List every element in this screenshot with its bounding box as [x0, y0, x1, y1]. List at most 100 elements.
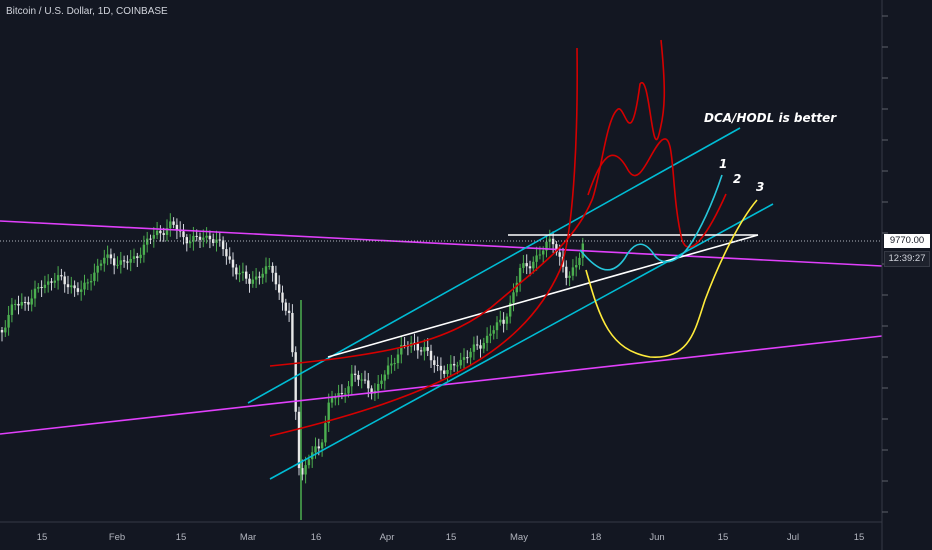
- x-tick-label: 15: [446, 532, 457, 543]
- chart-title: Bitcoin / U.S. Dollar, 1D, COINBASE: [6, 6, 168, 17]
- candle-body: [429, 350, 433, 361]
- candle-body: [132, 256, 136, 259]
- candle-body: [93, 272, 96, 281]
- magenta-trendline-upper: [0, 220, 883, 267]
- candle-body: [248, 278, 251, 284]
- candle-body: [122, 260, 126, 262]
- candle-body: [43, 284, 47, 289]
- candle-body: [146, 238, 149, 245]
- candle-body: [281, 292, 284, 303]
- candle-body: [469, 351, 472, 358]
- candle-body: [509, 302, 512, 317]
- candle-body: [386, 365, 390, 375]
- x-tick-label: May: [510, 532, 528, 543]
- candle-body: [238, 273, 241, 275]
- candle-body: [419, 350, 423, 352]
- candle-body: [27, 302, 30, 305]
- candle-body: [231, 259, 235, 268]
- candle-body: [350, 373, 353, 387]
- x-tick-label: Mar: [240, 532, 256, 543]
- candle-body: [109, 254, 113, 259]
- candle-body: [396, 354, 400, 364]
- candle-body: [271, 265, 274, 273]
- candle-body: [258, 276, 261, 278]
- trend-drawings: [0, 39, 883, 480]
- candle-body: [103, 257, 106, 264]
- candle-body: [4, 327, 7, 333]
- candle-body: [235, 267, 238, 275]
- candle-body: [472, 344, 476, 352]
- candle-body: [551, 238, 555, 245]
- candle-body: [185, 237, 188, 244]
- x-tick-label: Jun: [649, 532, 664, 543]
- candle-body: [558, 252, 561, 257]
- candle-body: [274, 272, 278, 285]
- candle-body: [284, 302, 287, 311]
- candle-body: [317, 446, 320, 449]
- candle-body: [363, 379, 367, 381]
- candle-body: [10, 304, 14, 315]
- candle-body: [377, 383, 380, 391]
- candle-body: [119, 260, 122, 265]
- candle-body: [37, 287, 40, 289]
- candle-body: [426, 347, 429, 351]
- candle-body: [126, 261, 129, 263]
- candle-body: [225, 249, 228, 257]
- cyan-projection: [579, 174, 723, 271]
- candle-body: [251, 279, 254, 284]
- candle-body: [403, 345, 406, 347]
- red-parabola-1: [269, 47, 578, 437]
- white-trendline: [327, 234, 759, 358]
- candle-body: [245, 271, 248, 279]
- candle-body: [198, 236, 202, 240]
- candle-body: [169, 221, 172, 229]
- candle-body: [347, 386, 350, 394]
- candle-body: [449, 363, 452, 371]
- candle-body: [505, 316, 509, 324]
- candle-body: [575, 265, 578, 268]
- candle-body: [23, 301, 27, 303]
- candle-body: [188, 241, 192, 244]
- candle-body: [324, 423, 327, 443]
- candle-body: [340, 392, 344, 394]
- candle-body: [139, 254, 142, 259]
- time-axis-labels: 15 Feb 15 Mar 16 Apr 15 May 18 Jun 15 Ju…: [37, 532, 865, 543]
- candle-body: [367, 380, 370, 389]
- candle-body: [241, 271, 245, 274]
- candle-body: [99, 263, 103, 266]
- candle-body: [512, 292, 515, 303]
- candle-body: [73, 285, 76, 289]
- x-tick-label: 15: [718, 532, 729, 543]
- candle-body: [492, 330, 495, 334]
- candle-body: [30, 298, 33, 305]
- price-axis-ticks: [882, 15, 888, 513]
- candle-body: [86, 282, 89, 284]
- candle-body: [482, 342, 485, 349]
- red-path-3: [587, 138, 727, 248]
- candle-body: [330, 397, 334, 403]
- x-tick-label: 15: [37, 532, 48, 543]
- annotation-3: 3: [756, 180, 764, 194]
- candle-body: [113, 258, 116, 266]
- candle-body: [165, 228, 169, 235]
- candle-body: [360, 379, 363, 381]
- candle-body: [502, 319, 505, 324]
- candle-body: [268, 265, 271, 267]
- candle-body: [228, 256, 231, 260]
- candle-body: [129, 258, 132, 263]
- candle-body: [436, 364, 439, 366]
- candle-body: [535, 255, 538, 262]
- candle-body: [568, 275, 571, 278]
- annotation-dca-hodl: DCA/HODL is better: [704, 111, 837, 125]
- candle-body: [443, 370, 446, 374]
- candle-body: [83, 282, 86, 290]
- candlestick-series: [0, 213, 584, 520]
- candle-body: [393, 363, 396, 365]
- candle-body: [96, 265, 99, 273]
- candle-body: [571, 267, 575, 276]
- candle-body: [334, 397, 337, 399]
- red-parabola-2: [269, 39, 666, 367]
- candle-body: [459, 359, 462, 366]
- candle-body: [218, 239, 221, 241]
